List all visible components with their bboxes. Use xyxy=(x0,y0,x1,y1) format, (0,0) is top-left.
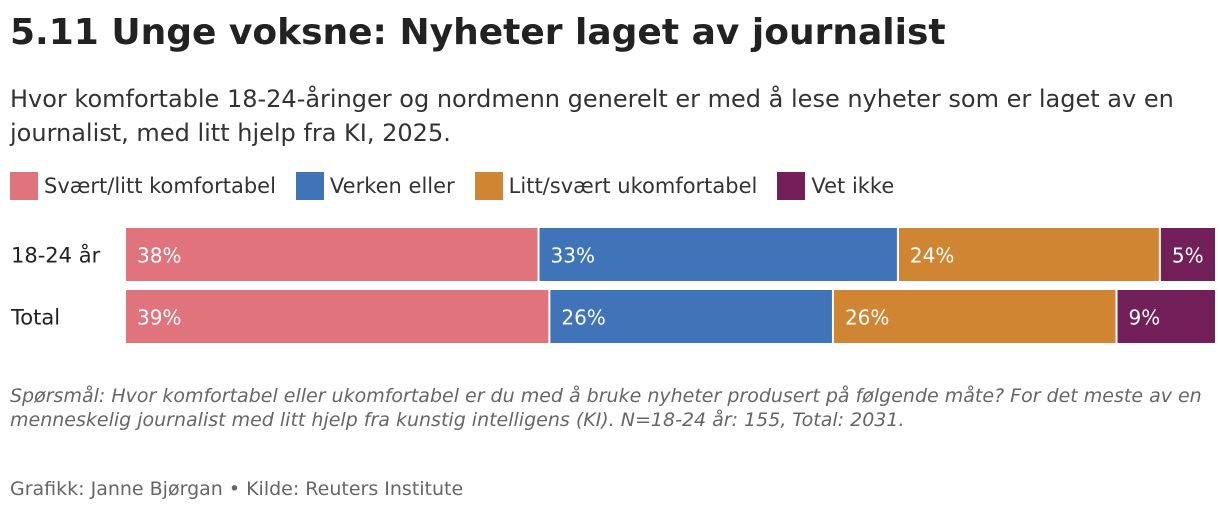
bar-segment xyxy=(1117,290,1215,343)
category-label: 18-24 år xyxy=(11,243,101,268)
data-label: 33% xyxy=(551,244,595,268)
bar-segment xyxy=(539,228,897,281)
credit: Grafikk: Janne Bjørgan • Kilde: Reuters … xyxy=(10,478,464,500)
data-label: 26% xyxy=(561,306,605,330)
chart-title: 5.11 Unge voksne: Nyheter laget av journ… xyxy=(10,12,946,53)
data-label: 24% xyxy=(910,244,954,268)
legend-swatch xyxy=(777,172,806,200)
stacked-bar-chart: 18-24 år 38% 33% 24% 5% Total 39% 26% 26% 9% xyxy=(10,228,1215,343)
data-label: 5% xyxy=(1172,244,1204,268)
bar-segment xyxy=(550,290,832,343)
data-label: 9% xyxy=(1129,306,1161,330)
category-label: Total xyxy=(10,306,60,330)
legend-item: Verken eller xyxy=(295,172,455,200)
bar-segment xyxy=(126,228,538,281)
data-label: 39% xyxy=(137,306,181,330)
legend-swatch xyxy=(10,172,38,200)
bar-segment xyxy=(898,228,1159,281)
legend-label: Litt/svært ukomfortabel xyxy=(508,174,758,198)
footnote: Spørsmål: Hvor komfortabel eller ukomfor… xyxy=(10,385,1202,431)
legend-item: Vet ikke xyxy=(777,172,894,200)
bar-segment xyxy=(833,290,1116,343)
legend-label: Vet ikke xyxy=(811,174,895,198)
legend-swatch xyxy=(295,172,324,200)
bar-segment xyxy=(1160,228,1215,281)
chart-subtitle: Hvor komfortable 18-24-åringer og nordme… xyxy=(10,85,1174,147)
legend: Svært/litt komfortabel Verken eller Litt… xyxy=(10,172,914,200)
legend-label: Verken eller xyxy=(329,174,455,198)
legend-item: Svært/litt komfortabel xyxy=(10,172,276,200)
legend-item: Litt/svært ukomfortabel xyxy=(474,172,758,200)
data-label: 38% xyxy=(137,244,181,268)
legend-swatch xyxy=(474,172,503,200)
data-label: 26% xyxy=(845,306,889,330)
bar-segment xyxy=(126,290,549,343)
legend-label: Svært/litt komfortabel xyxy=(44,174,276,198)
